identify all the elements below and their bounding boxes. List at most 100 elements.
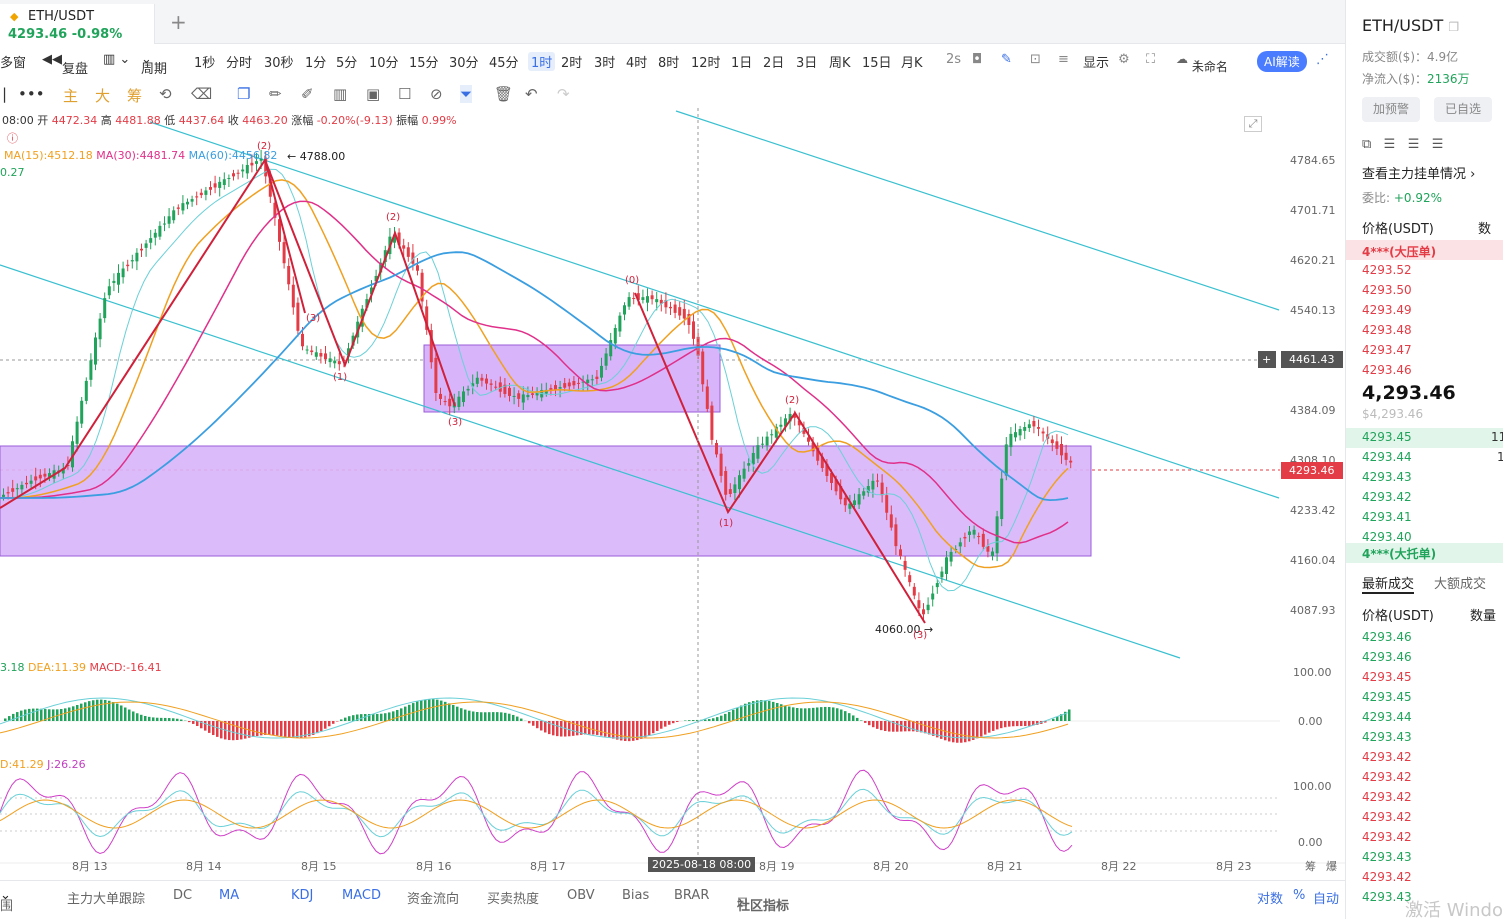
interval-1[interactable]: 分时 — [226, 52, 252, 71]
layout-icon[interactable]: ⊡ — [1030, 52, 1041, 67]
eraser-icon[interactable]: ⌫ — [191, 85, 212, 103]
candle-body — [1042, 432, 1045, 434]
percent-button[interactable]: % — [1293, 888, 1305, 903]
undo-icon[interactable]: ↶ — [525, 85, 538, 103]
interval-14[interactable]: 12时 — [691, 52, 721, 71]
ma-tab[interactable]: MA — [219, 888, 239, 903]
chips-tab[interactable]: 筹 — [1305, 858, 1316, 874]
main-order-tracking-tab[interactable]: 主力大单跟踪 — [67, 888, 145, 907]
interval-7[interactable]: 30分 — [449, 52, 479, 71]
candle-body — [145, 243, 148, 247]
macd-axis-100: 100.00 — [1293, 666, 1332, 679]
fund-flow-tab[interactable]: 资金流向 — [407, 888, 459, 907]
obv-tab[interactable]: OBV — [567, 888, 595, 903]
tab-eth-usdt[interactable]: ◆ ETH/USDT 4293.46 -0.98% — [0, 4, 155, 44]
interval-16[interactable]: 2日 — [763, 52, 784, 71]
interval-3[interactable]: 1分 — [305, 52, 326, 71]
macd-bar — [452, 705, 455, 721]
macd-bar — [876, 721, 879, 729]
big-order-button[interactable]: 大 — [95, 85, 110, 106]
interval-8[interactable]: 45分 — [489, 52, 519, 71]
large-trades-tab[interactable]: 大额成交 — [1434, 573, 1486, 592]
candle-body — [706, 386, 709, 408]
macd-bar — [32, 709, 35, 721]
cloud-layout-button[interactable]: ☁ 未命名 ⌄ — [1176, 52, 1202, 66]
macd-bar — [340, 719, 343, 721]
candle-body — [858, 494, 861, 504]
wave-label: (1) — [719, 518, 733, 529]
interval-9[interactable]: 1时 — [528, 52, 555, 71]
chart-type-icon[interactable]: ▥ ⌄ — [103, 52, 130, 67]
bias-tab[interactable]: Bias — [622, 888, 649, 903]
fullscreen-icon[interactable]: ⛶ — [1146, 52, 1155, 67]
dc-tab[interactable]: DC — [173, 888, 192, 903]
interval-20[interactable]: 月K — [901, 52, 923, 71]
favorited-button[interactable]: 已自选 — [1434, 97, 1492, 122]
kdj-tab[interactable]: KDJ — [291, 888, 313, 903]
interval-5[interactable]: 10分 — [369, 52, 399, 71]
multi-window-button[interactable]: 多窗 — [0, 52, 26, 71]
interval-6[interactable]: 15分 — [409, 52, 439, 71]
auto-button[interactable]: 自动 — [1313, 888, 1339, 907]
chips-button[interactable]: 筹 — [127, 85, 142, 106]
bars-icon[interactable]: ▥ — [333, 85, 347, 103]
interval-11[interactable]: 3时 — [594, 52, 615, 71]
ai-button[interactable]: AI解读 — [1257, 51, 1307, 72]
list-icon[interactable]: ≡ — [1058, 52, 1069, 67]
replay-button[interactable]: ◀◀复盘 — [42, 52, 62, 67]
latest-trades-tab[interactable]: 最新成交 — [1362, 573, 1414, 594]
copy-icon[interactable]: ❐ — [237, 85, 250, 103]
ruler-icon[interactable]: ✏ — [269, 85, 282, 103]
brar-tab[interactable]: BRAR — [674, 888, 709, 903]
price-chart[interactable]: 08:00 开 4472.34 高 4481.88 低 4437.64 收 44… — [0, 108, 1345, 878]
candle-body — [908, 575, 911, 582]
interval-10[interactable]: 2时 — [561, 52, 582, 71]
book-view-icons[interactable]: ⧉ ☰ ☰ ☰ — [1362, 137, 1502, 152]
period-menu[interactable]: 周期 ⌄ — [141, 52, 152, 67]
camera-icon[interactable]: ◘ — [972, 52, 982, 67]
interval-4[interactable]: 5分 — [336, 52, 357, 71]
interval-15[interactable]: 1日 — [731, 52, 752, 71]
trash-icon[interactable]: 🗑 — [494, 85, 513, 103]
view-main-orders-link[interactable]: 查看主力挂单情况 › — [1362, 163, 1475, 182]
interval-12[interactable]: 4时 — [626, 52, 647, 71]
candle-body — [140, 249, 143, 251]
interval-18[interactable]: 周K — [829, 52, 851, 71]
candle-body — [209, 187, 212, 190]
interval-2s[interactable]: 2s — [946, 52, 961, 67]
log-scale-button[interactable]: 对数 — [1257, 888, 1283, 907]
macd-bar — [888, 721, 891, 732]
interval-13[interactable]: 8时 — [658, 52, 679, 71]
interval-0[interactable]: 1秒 — [194, 52, 215, 71]
buy-sell-heat-tab[interactable]: 买卖热度 — [487, 888, 539, 907]
lock-icon[interactable]: ▣ — [366, 85, 380, 103]
edit-icon[interactable]: ☐ — [398, 85, 411, 103]
gear-icon[interactable]: ⚙ — [1118, 52, 1130, 67]
interval-19[interactable]: 15日 — [862, 52, 892, 71]
filter-icon[interactable]: ⏷ — [460, 85, 472, 103]
info-icon[interactable]: ⓘ — [0, 130, 18, 146]
interval-2[interactable]: 30秒 — [264, 52, 294, 71]
brush-icon[interactable]: ✐ — [301, 85, 314, 103]
pen-icon[interactable]: ✎ — [1001, 52, 1012, 67]
collapse-icon[interactable]: | — [2, 85, 7, 103]
redo-icon[interactable]: ↷ — [557, 85, 570, 103]
main-force-button[interactable]: 主 — [63, 85, 78, 106]
display-button[interactable]: 显示 — [1083, 52, 1109, 71]
range-button[interactable]: 围 ⌄ — [0, 888, 11, 903]
add-alert-icon[interactable]: + — [1258, 351, 1276, 368]
macd-bar — [316, 721, 319, 733]
macd-bar — [1016, 721, 1019, 726]
add-alert-button[interactable]: 加预警 — [1362, 97, 1420, 122]
magnet-icon[interactable]: ⊘ — [430, 85, 443, 103]
add-tab-icon[interactable]: + — [170, 10, 187, 34]
expand-icon[interactable]: ⤢ — [1244, 116, 1262, 132]
chart-canvas[interactable] — [0, 108, 1345, 878]
share-icon[interactable]: ⋰ — [1316, 52, 1329, 67]
interval-17[interactable]: 3日 — [796, 52, 817, 71]
liquidation-tab[interactable]: 爆 — [1326, 858, 1337, 874]
macd-tab[interactable]: MACD — [342, 888, 381, 903]
candle-body — [227, 178, 230, 179]
sync-icon[interactable]: ⟲ — [159, 85, 172, 103]
more-icon[interactable]: ••• — [18, 85, 45, 103]
